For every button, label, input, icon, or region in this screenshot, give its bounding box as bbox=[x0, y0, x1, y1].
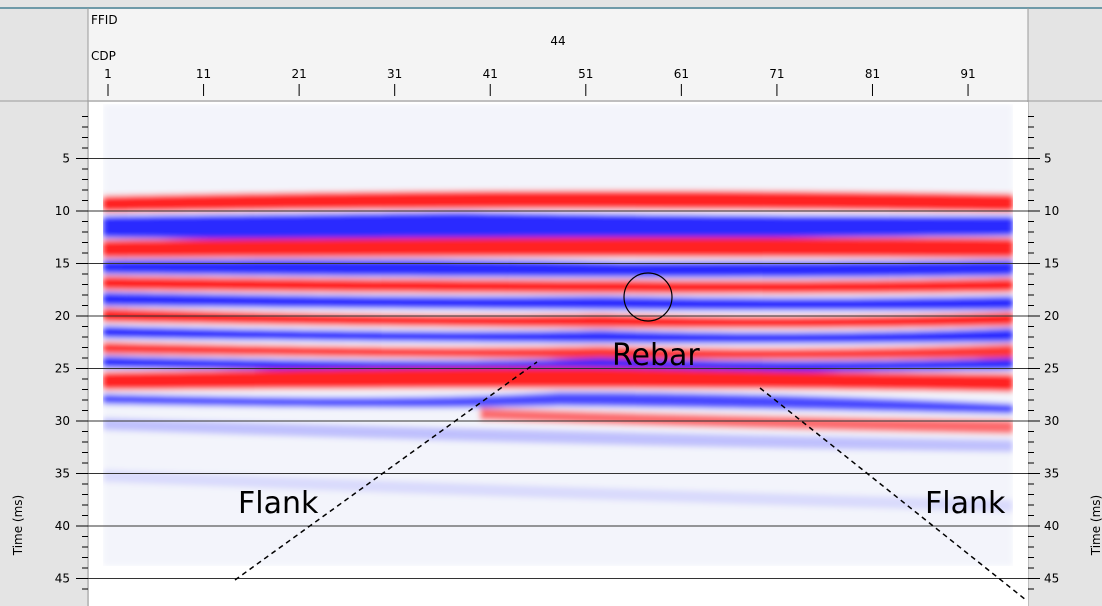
time-tick-label-left: 45 bbox=[55, 572, 70, 586]
seismic-image bbox=[103, 104, 1013, 566]
time-tick-label-left: 10 bbox=[55, 204, 70, 218]
time-tick-label-left: 40 bbox=[55, 519, 70, 533]
time-tick-label-right: 30 bbox=[1044, 414, 1059, 428]
time-axis-label: Time (ms) bbox=[11, 495, 25, 557]
time-tick-label-right: 20 bbox=[1044, 309, 1059, 323]
flank-line-left bbox=[234, 361, 538, 581]
time-tick-label-right: 35 bbox=[1044, 467, 1059, 481]
cdp-tick-label: 11 bbox=[196, 67, 211, 81]
time-tick-label-left: 30 bbox=[55, 414, 70, 428]
cdp-tick-label: 1 bbox=[104, 67, 112, 81]
ffid-value: 44 bbox=[550, 34, 565, 48]
time-tick-label-left: 15 bbox=[55, 257, 70, 271]
time-tick-label-left: 5 bbox=[62, 152, 70, 166]
cdp-tick-label: 61 bbox=[674, 67, 689, 81]
cdp-tick-label: 41 bbox=[483, 67, 498, 81]
time-tick-label-left: 25 bbox=[55, 362, 70, 376]
time-tick-label-right: 25 bbox=[1044, 362, 1059, 376]
time-tick-label-right: 15 bbox=[1044, 257, 1059, 271]
rebar-circle bbox=[623, 272, 673, 322]
cdp-tick-label: 21 bbox=[291, 67, 306, 81]
cdp-tick-label: 31 bbox=[387, 67, 402, 81]
time-tick-label-right: 40 bbox=[1044, 519, 1059, 533]
flank-label-right: Flank bbox=[925, 486, 1006, 521]
cdp-tick-label: 91 bbox=[960, 67, 975, 81]
header-panel bbox=[88, 8, 1028, 100]
ffid-label: FFID bbox=[91, 13, 118, 27]
cdp-tick-label: 51 bbox=[578, 67, 593, 81]
flank-line-right bbox=[759, 387, 1027, 601]
cdp-label: CDP bbox=[91, 49, 116, 63]
time-tick-label-right: 10 bbox=[1044, 204, 1059, 218]
rebar-label: Rebar bbox=[612, 338, 700, 373]
time-tick-label-right: 5 bbox=[1044, 152, 1052, 166]
time-tick-label-left: 35 bbox=[55, 467, 70, 481]
cdp-tick-label: 71 bbox=[769, 67, 784, 81]
cdp-tick-label: 81 bbox=[865, 67, 880, 81]
flank-label-left: Flank bbox=[238, 486, 319, 521]
time-tick-label-left: 20 bbox=[55, 309, 70, 323]
time-tick-label-right: 45 bbox=[1044, 572, 1059, 586]
time-axis-label-right: Time (ms) bbox=[1089, 495, 1102, 557]
